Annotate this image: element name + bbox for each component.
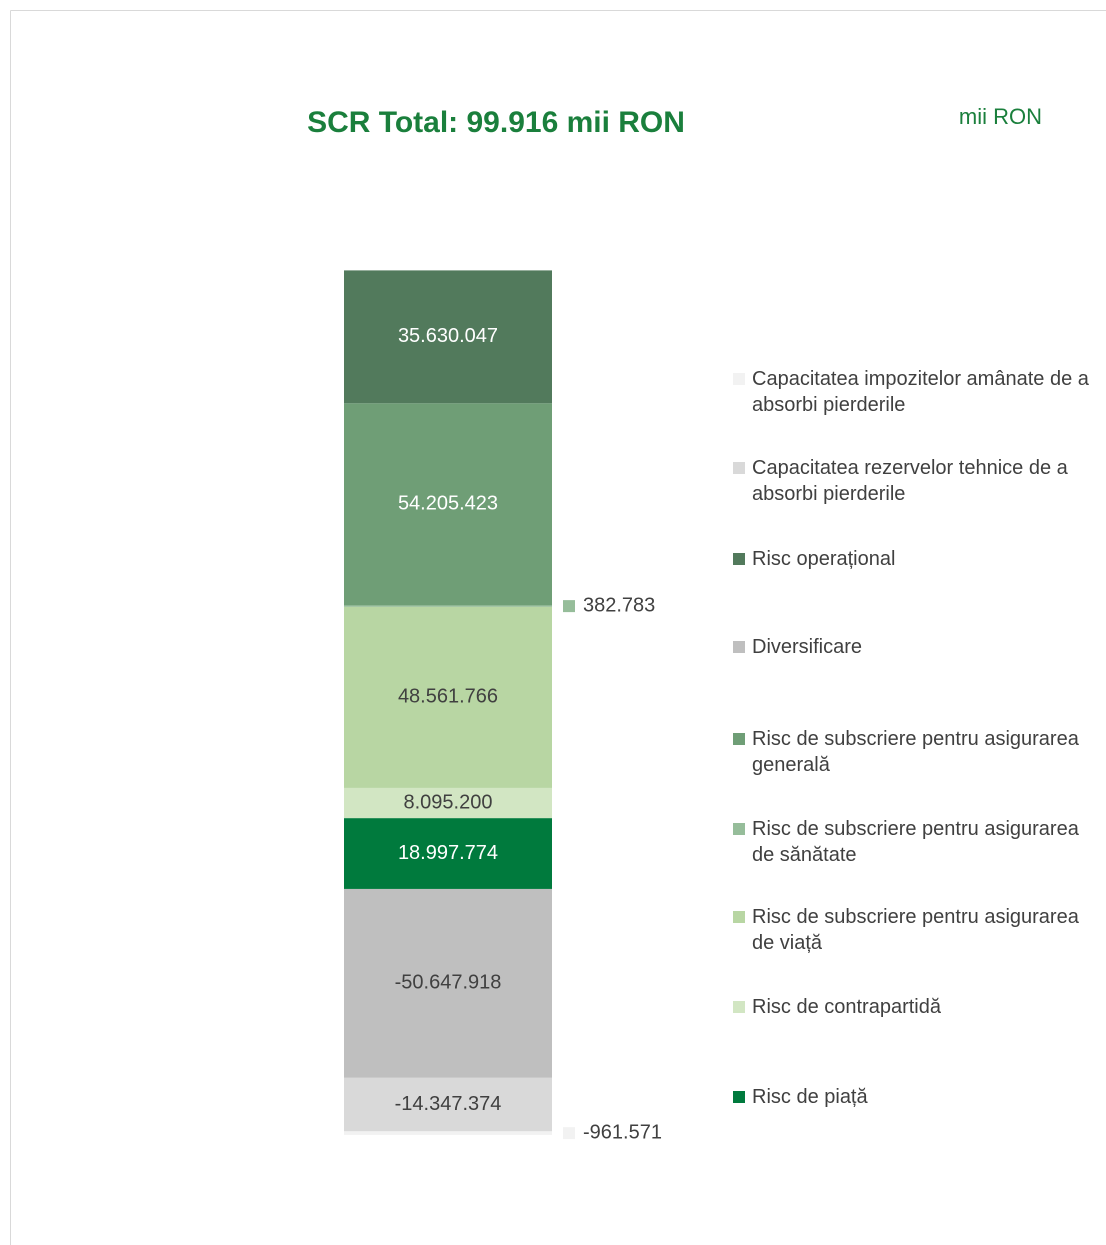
bar-segment (344, 787, 552, 819)
legend-item: Diversificare (733, 634, 1106, 660)
legend-label: Risc operațional (752, 548, 896, 570)
legend-item: Risc de subscriere pentru asigurarea de … (733, 816, 1106, 868)
legend-item: Risc de contrapartidă (733, 994, 1106, 1020)
legend-swatch (733, 911, 745, 923)
data-label: 8.095.200 (404, 791, 493, 813)
legend-swatch (733, 373, 745, 385)
legend-item: Risc de piață (733, 1084, 1106, 1110)
legend-swatch (733, 733, 745, 745)
legend-item: Risc operațional (733, 546, 1106, 572)
data-label: -961.571 (583, 1121, 662, 1143)
bar-segment (344, 818, 552, 889)
bar-segment (344, 606, 552, 788)
label-marker (563, 1127, 575, 1140)
legend-item: Risc de subscriere pentru asigurarea de … (733, 904, 1106, 956)
data-label: 35.630.047 (398, 325, 498, 347)
data-label: 382.783 (583, 594, 655, 616)
chart-title: SCR Total: 99.916 mii RON (307, 106, 685, 139)
legend-item: Capacitatea rezervelor tehnice de a abso… (733, 455, 1106, 507)
label-marker (563, 600, 575, 613)
legend-label: Risc de subscriere pentru asigurarea de … (752, 818, 1079, 866)
data-label: -50.647.918 (395, 972, 502, 994)
bar-segment (344, 605, 552, 607)
bar-segment (344, 1077, 552, 1132)
legend-label: Risc de subscriere pentru asigurarea de … (752, 906, 1079, 954)
legend-swatch (733, 1091, 745, 1103)
bar-segment (344, 270, 552, 404)
legend-label: Diversificare (752, 636, 863, 658)
data-label: 48.561.766 (398, 686, 498, 708)
legend-item: Capacitatea impozitelor amânate de a abs… (733, 366, 1106, 418)
bar-segment (344, 888, 552, 1078)
legend-swatch (733, 462, 745, 474)
unit-label: mii RON (959, 104, 1042, 129)
legend-swatch (733, 553, 745, 565)
legend-label: Risc de subscriere pentru asigurarea gen… (752, 728, 1079, 776)
legend-label: Risc de contrapartidă (752, 996, 941, 1018)
legend-label: Capacitatea impozitelor amânate de a abs… (752, 368, 1089, 416)
legend-swatch (733, 823, 745, 835)
legend-item: Risc de subscriere pentru asigurarea gen… (733, 726, 1106, 778)
bar-segment (344, 403, 552, 606)
data-label: -14.347.374 (395, 1093, 502, 1115)
data-label: 54.205.423 (398, 493, 498, 515)
bar-segment (344, 1131, 552, 1135)
data-label: 18.997.774 (398, 842, 498, 864)
legend-label: Capacitatea rezervelor tehnice de a abso… (752, 457, 1068, 505)
legend-label: Risc de piață (752, 1086, 868, 1108)
legend-swatch (733, 641, 745, 653)
legend-swatch (733, 1001, 745, 1013)
